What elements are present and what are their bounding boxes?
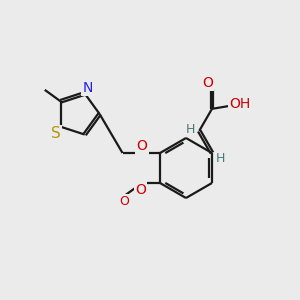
Text: O: O <box>135 183 146 196</box>
Text: S: S <box>51 126 61 141</box>
Text: H: H <box>185 123 195 136</box>
Text: O: O <box>202 76 213 90</box>
Text: O: O <box>136 140 148 153</box>
Text: H: H <box>216 152 225 165</box>
Text: N: N <box>82 81 93 95</box>
Text: O: O <box>119 195 129 208</box>
Text: OH: OH <box>229 97 250 111</box>
